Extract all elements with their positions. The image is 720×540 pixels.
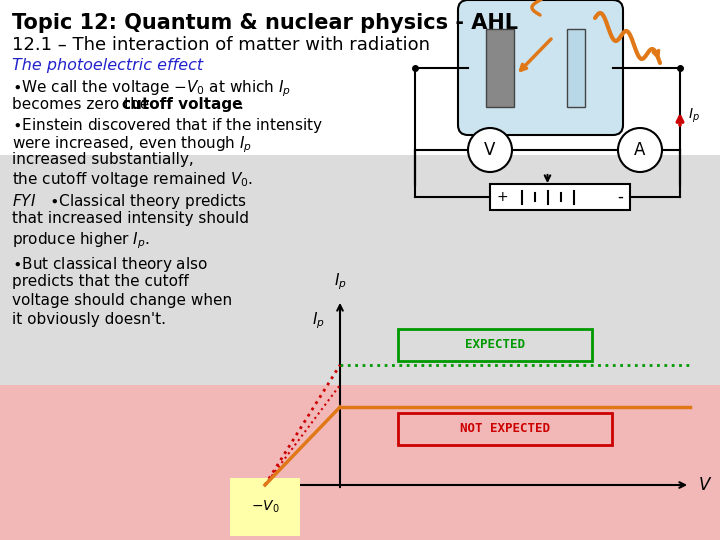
Bar	[0, 155, 720, 385]
Text: $I_p$: $I_p$	[312, 310, 325, 330]
Text: it obviously doesn't.: it obviously doesn't.	[12, 312, 166, 327]
Text: the cutoff voltage remained $V_0$.: the cutoff voltage remained $V_0$.	[12, 170, 253, 189]
Text: .: .	[238, 97, 243, 112]
Text: $\bullet$We call the voltage $-V_0$ at which $I_p$: $\bullet$We call the voltage $-V_0$ at w…	[12, 78, 291, 99]
Circle shape	[468, 128, 512, 172]
Text: EXPECTED: EXPECTED	[465, 339, 525, 352]
Text: cutoff voltage: cutoff voltage	[122, 97, 243, 112]
Text: V: V	[485, 141, 495, 159]
Text: $V$: $V$	[698, 476, 712, 494]
Bar	[486, 29, 514, 107]
Text: Topic 12: Quantum & nuclear physics - AHL: Topic 12: Quantum & nuclear physics - AH…	[12, 13, 518, 33]
Text: -: -	[617, 188, 623, 206]
Text: $-V_0$: $-V_0$	[251, 499, 279, 515]
Text: voltage should change when: voltage should change when	[12, 293, 232, 308]
Text: $I_p$: $I_p$	[688, 107, 700, 125]
Text: becomes zero the: becomes zero the	[12, 97, 154, 112]
Text: $I_p$: $I_p$	[333, 272, 346, 292]
Bar	[0, 385, 720, 540]
Text: increased substantially,: increased substantially,	[12, 152, 194, 167]
Text: were increased, even though $I_p$: were increased, even though $I_p$	[12, 134, 252, 154]
Text: $\bullet$Einstein discovered that if the intensity: $\bullet$Einstein discovered that if the…	[12, 116, 323, 135]
Text: $\mathit{FYI}$   $\bullet$Classical theory predicts: $\mathit{FYI}$ $\bullet$Classical theory…	[12, 192, 247, 211]
Bar	[567, 29, 585, 107]
Text: $\bullet$But classical theory also: $\bullet$But classical theory also	[12, 255, 208, 274]
Circle shape	[618, 128, 662, 172]
Text: predicts that the cutoff: predicts that the cutoff	[12, 274, 189, 289]
Text: +: +	[497, 190, 508, 204]
Text: that increased intensity should: that increased intensity should	[12, 211, 249, 226]
Text: 12.1 – The interaction of matter with radiation: 12.1 – The interaction of matter with ra…	[12, 36, 430, 54]
Text: A: A	[634, 141, 646, 159]
Text: produce higher $I_p$.: produce higher $I_p$.	[12, 230, 150, 251]
FancyBboxPatch shape	[458, 0, 623, 135]
Bar	[490, 184, 630, 210]
Text: NOT EXPECTED: NOT EXPECTED	[460, 422, 550, 435]
Text: The photoelectric effect: The photoelectric effect	[12, 58, 203, 73]
